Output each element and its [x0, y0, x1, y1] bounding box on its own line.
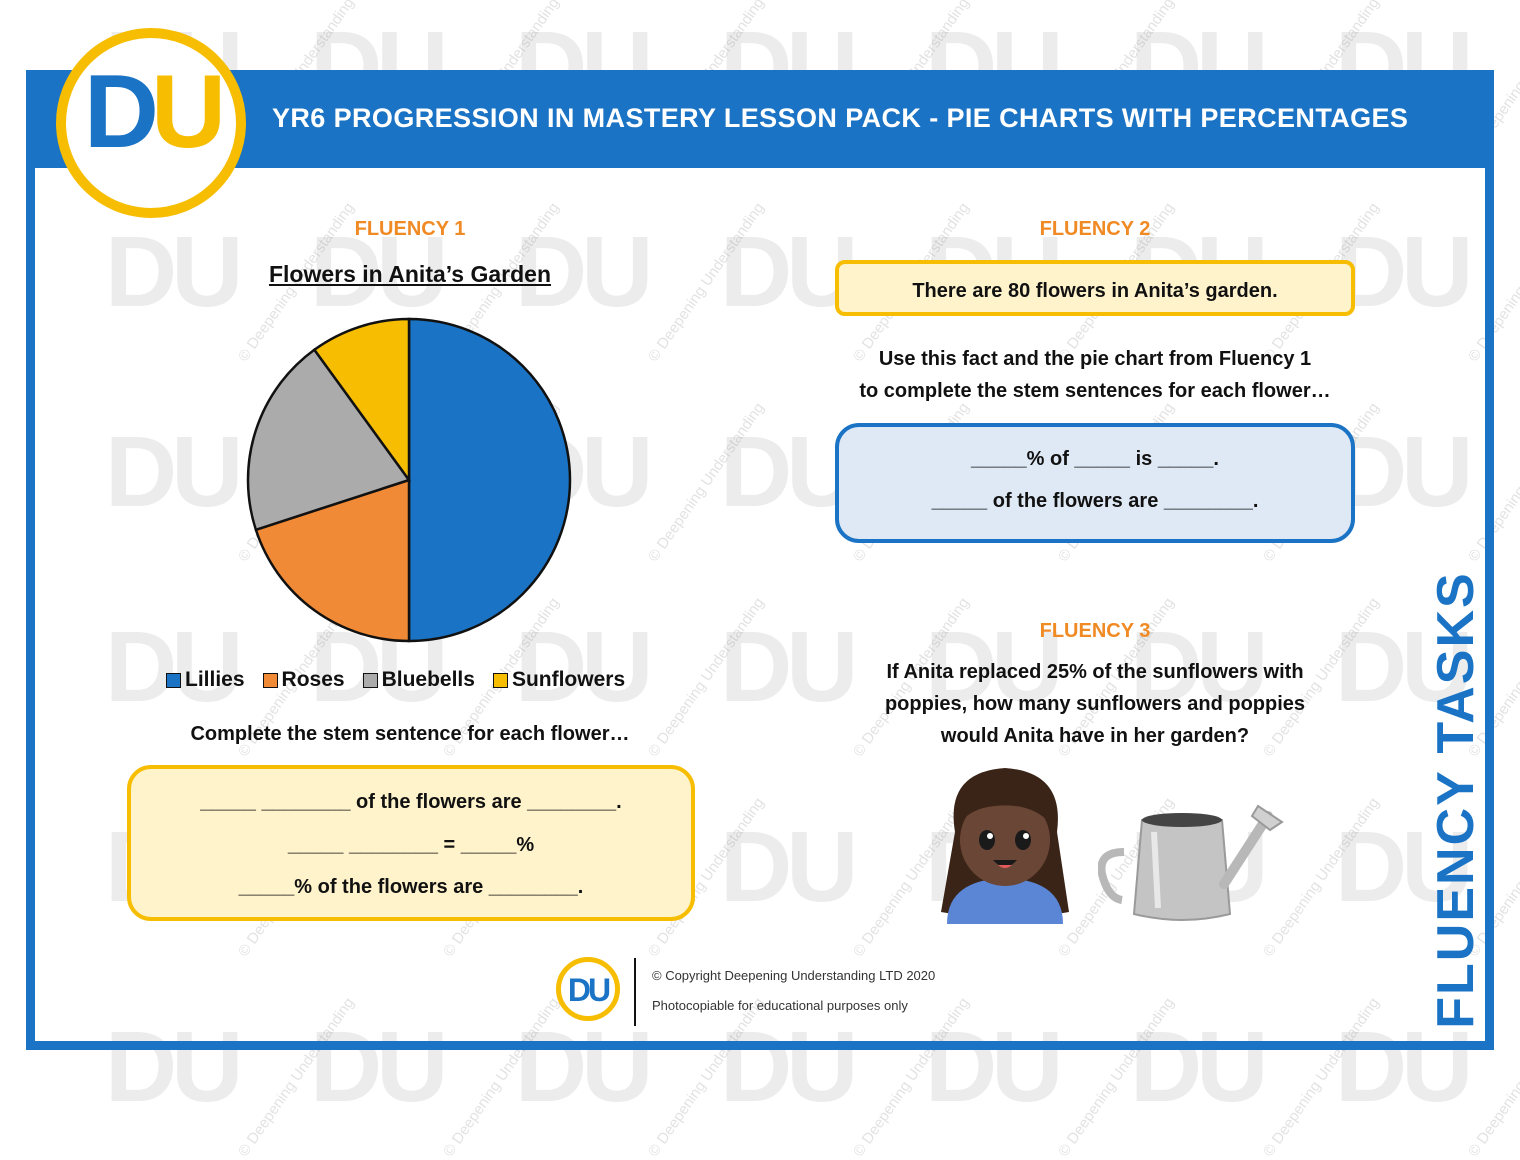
pie-slice-bluebells [246, 348, 412, 532]
footer-note: Photocopiable for educational purposes o… [652, 998, 908, 1013]
legend-item-sunflowers: Sunflowers [492, 668, 626, 692]
chart-legend: Lillies Roses Bluebells Sunflowers [166, 668, 625, 692]
pie-chart [246, 317, 572, 643]
side-label-fluency-tasks: FLUENCY TASKS [1424, 560, 1488, 1040]
du-logo-letters: DU [56, 60, 246, 164]
fluency3-question-2: poppies, how many sunflowers and poppies [884, 693, 1306, 715]
fluency1-stem-2: _____ ________ = _____% [287, 834, 535, 856]
fluency1-stem-1: _____ ________ of the flowers are ______… [200, 791, 622, 813]
page-title: YR6 PROGRESSION IN MASTERY LESSON PACK -… [272, 103, 1409, 133]
legend-label-roses: Roses [281, 668, 345, 691]
fluency1-stem-box [127, 765, 695, 921]
fluency2-fact-box [835, 260, 1355, 316]
fluency2-stem-2: _____ of the flowers are ________. [931, 490, 1259, 512]
footer-logo [556, 957, 620, 1021]
fluency1-stem-3: _____% of the flowers are ________. [238, 876, 584, 898]
fluency3-heading: FLUENCY 3 [1039, 620, 1151, 642]
chart-title: Flowers in Anita’s Garden [268, 261, 552, 287]
pie-slice-roses [254, 478, 411, 643]
legend-item-lillies: Lillies [166, 668, 245, 692]
legend-item-bluebells: Bluebells [362, 668, 475, 692]
du-logo [56, 28, 246, 218]
fluency3-question-3: would Anita have in her garden? [940, 725, 1250, 747]
legend-item-roses: Roses [262, 668, 345, 692]
legend-label-lillies: Lillies [185, 668, 245, 691]
page-frame [26, 70, 1494, 1050]
logo-letter-u: U [151, 54, 226, 170]
header-banner [26, 70, 1494, 168]
fluency2-stem-1: _____% of _____ is _____. [971, 448, 1219, 470]
fluency2-stem-box [835, 423, 1355, 543]
fluency1-prompt: Complete the stem sentence for each flow… [190, 723, 630, 745]
footer-logo-letters: DU [567, 972, 611, 1008]
fluency2-heading: FLUENCY 2 [1039, 218, 1151, 240]
fluency3-question-1: If Anita replaced 25% of the sunflowers … [886, 661, 1304, 683]
girl-illustration [941, 768, 1069, 924]
footer-divider [634, 958, 636, 1026]
legend-label-sunflowers: Sunflowers [511, 668, 626, 691]
side-label-text: FLUENCY TASKS [1427, 571, 1485, 1029]
logo-letter-d: D [83, 54, 159, 170]
pie-slice-lillies [407, 317, 572, 643]
legend-swatch-lillies [166, 672, 181, 688]
fluency2-fact: There are 80 flowers in Anita’s garden. [912, 280, 1278, 302]
legend-swatch-bluebells [362, 672, 378, 688]
fluency2-instruction-1: Use this fact and the pie chart from Flu… [878, 348, 1312, 370]
legend-swatch-roses [262, 672, 278, 688]
pie-slice-sunflowers [312, 317, 411, 484]
legend-label-bluebells: Bluebells [381, 668, 475, 691]
fluency1-heading: FLUENCY 1 [354, 218, 466, 240]
footer-logo-text: DU [556, 972, 620, 1009]
fluency2-instruction-2: to complete the stem sentences for each … [859, 380, 1331, 402]
footer-copyright: © Copyright Deepening Understanding LTD … [652, 968, 936, 983]
legend-swatch-sunflowers [492, 672, 508, 688]
watering-can-illustration [1098, 804, 1284, 921]
